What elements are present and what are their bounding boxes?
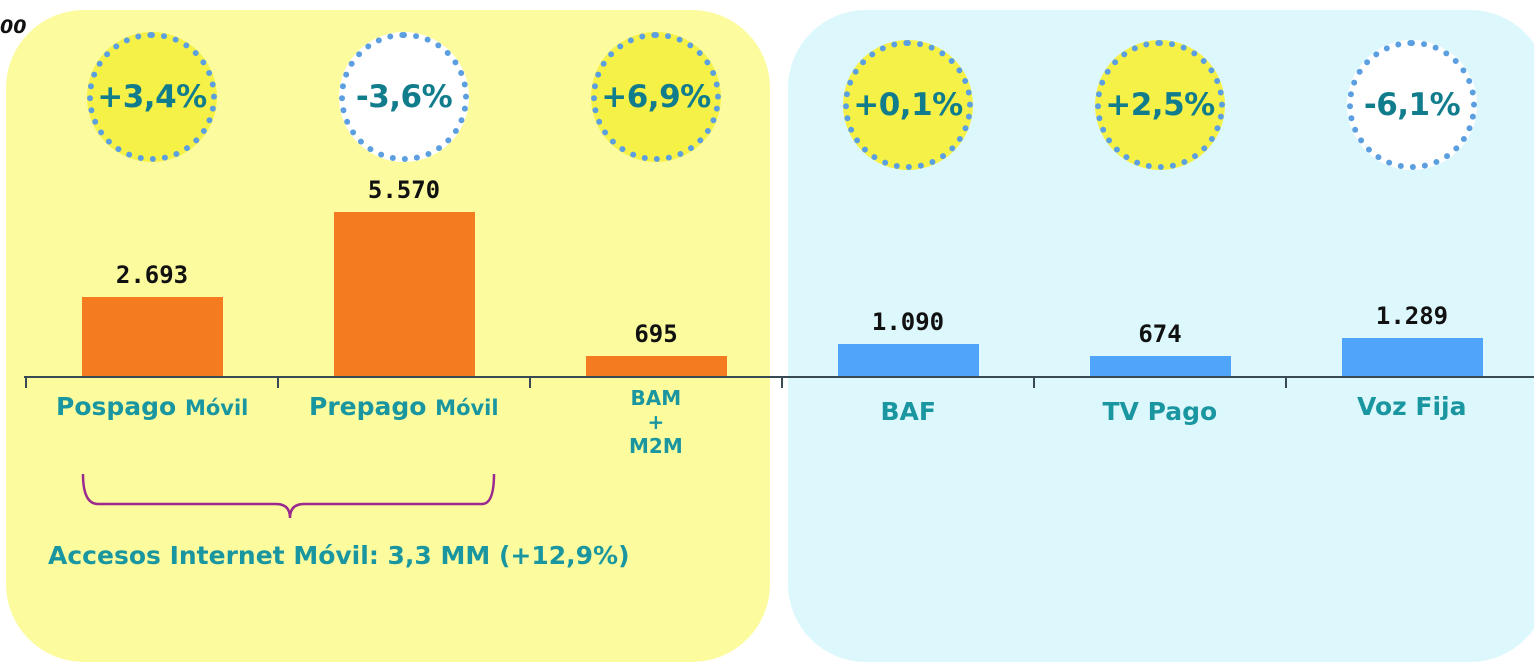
category-label: Pospago Móvil (56, 392, 248, 423)
category-label-line: BAM (629, 386, 683, 410)
bar-value-label: 1.289 (1332, 302, 1492, 330)
mobile-internet-brace (80, 470, 500, 520)
bar-value-label: 2.693 (72, 261, 232, 289)
growth-bubble: +2,5% (1095, 40, 1225, 170)
category-label: TV Pago (1103, 397, 1218, 427)
bar-value-label: 1.090 (828, 308, 988, 336)
category-label-main: BAF (881, 397, 936, 426)
category-label-main: Pospago (56, 392, 176, 421)
category-label: BAM + M2M (629, 386, 683, 458)
mobile-internet-annotation: Accesos Internet Móvil: 3,3 MM (+12,9%) (48, 541, 630, 570)
bar-1 (82, 297, 223, 376)
growth-bubble: +0,1% (843, 40, 973, 170)
category-label-sub: Móvil (435, 396, 498, 420)
bar-4 (838, 344, 979, 376)
category-label: Prepago Móvil (309, 392, 499, 423)
category-label-line: M2M (629, 434, 683, 458)
growth-bubble: -6,1% (1347, 40, 1477, 170)
category-label-line: + (629, 410, 683, 434)
bar-2 (334, 212, 475, 376)
bar-5 (1090, 356, 1231, 376)
bar-value-label: 695 (576, 320, 736, 348)
units-label: 00 (0, 16, 26, 38)
category-label: BAF (881, 397, 936, 427)
growth-bubble: +3,4% (87, 32, 217, 162)
category-label-main: Voz Fija (1357, 392, 1467, 421)
category-label-sub: Móvil (185, 396, 248, 420)
category-label-main: TV Pago (1103, 397, 1218, 426)
x-axis-line (24, 376, 1534, 378)
bar-6 (1342, 338, 1483, 376)
bar-value-label: 5.570 (324, 176, 484, 204)
category-label: Voz Fija (1357, 392, 1467, 422)
growth-bubble: -3,6% (339, 32, 469, 162)
bar-value-label: 674 (1080, 320, 1240, 348)
bar-3 (586, 356, 727, 376)
growth-bubble: +6,9% (591, 32, 721, 162)
category-label-main: Prepago (309, 392, 426, 421)
